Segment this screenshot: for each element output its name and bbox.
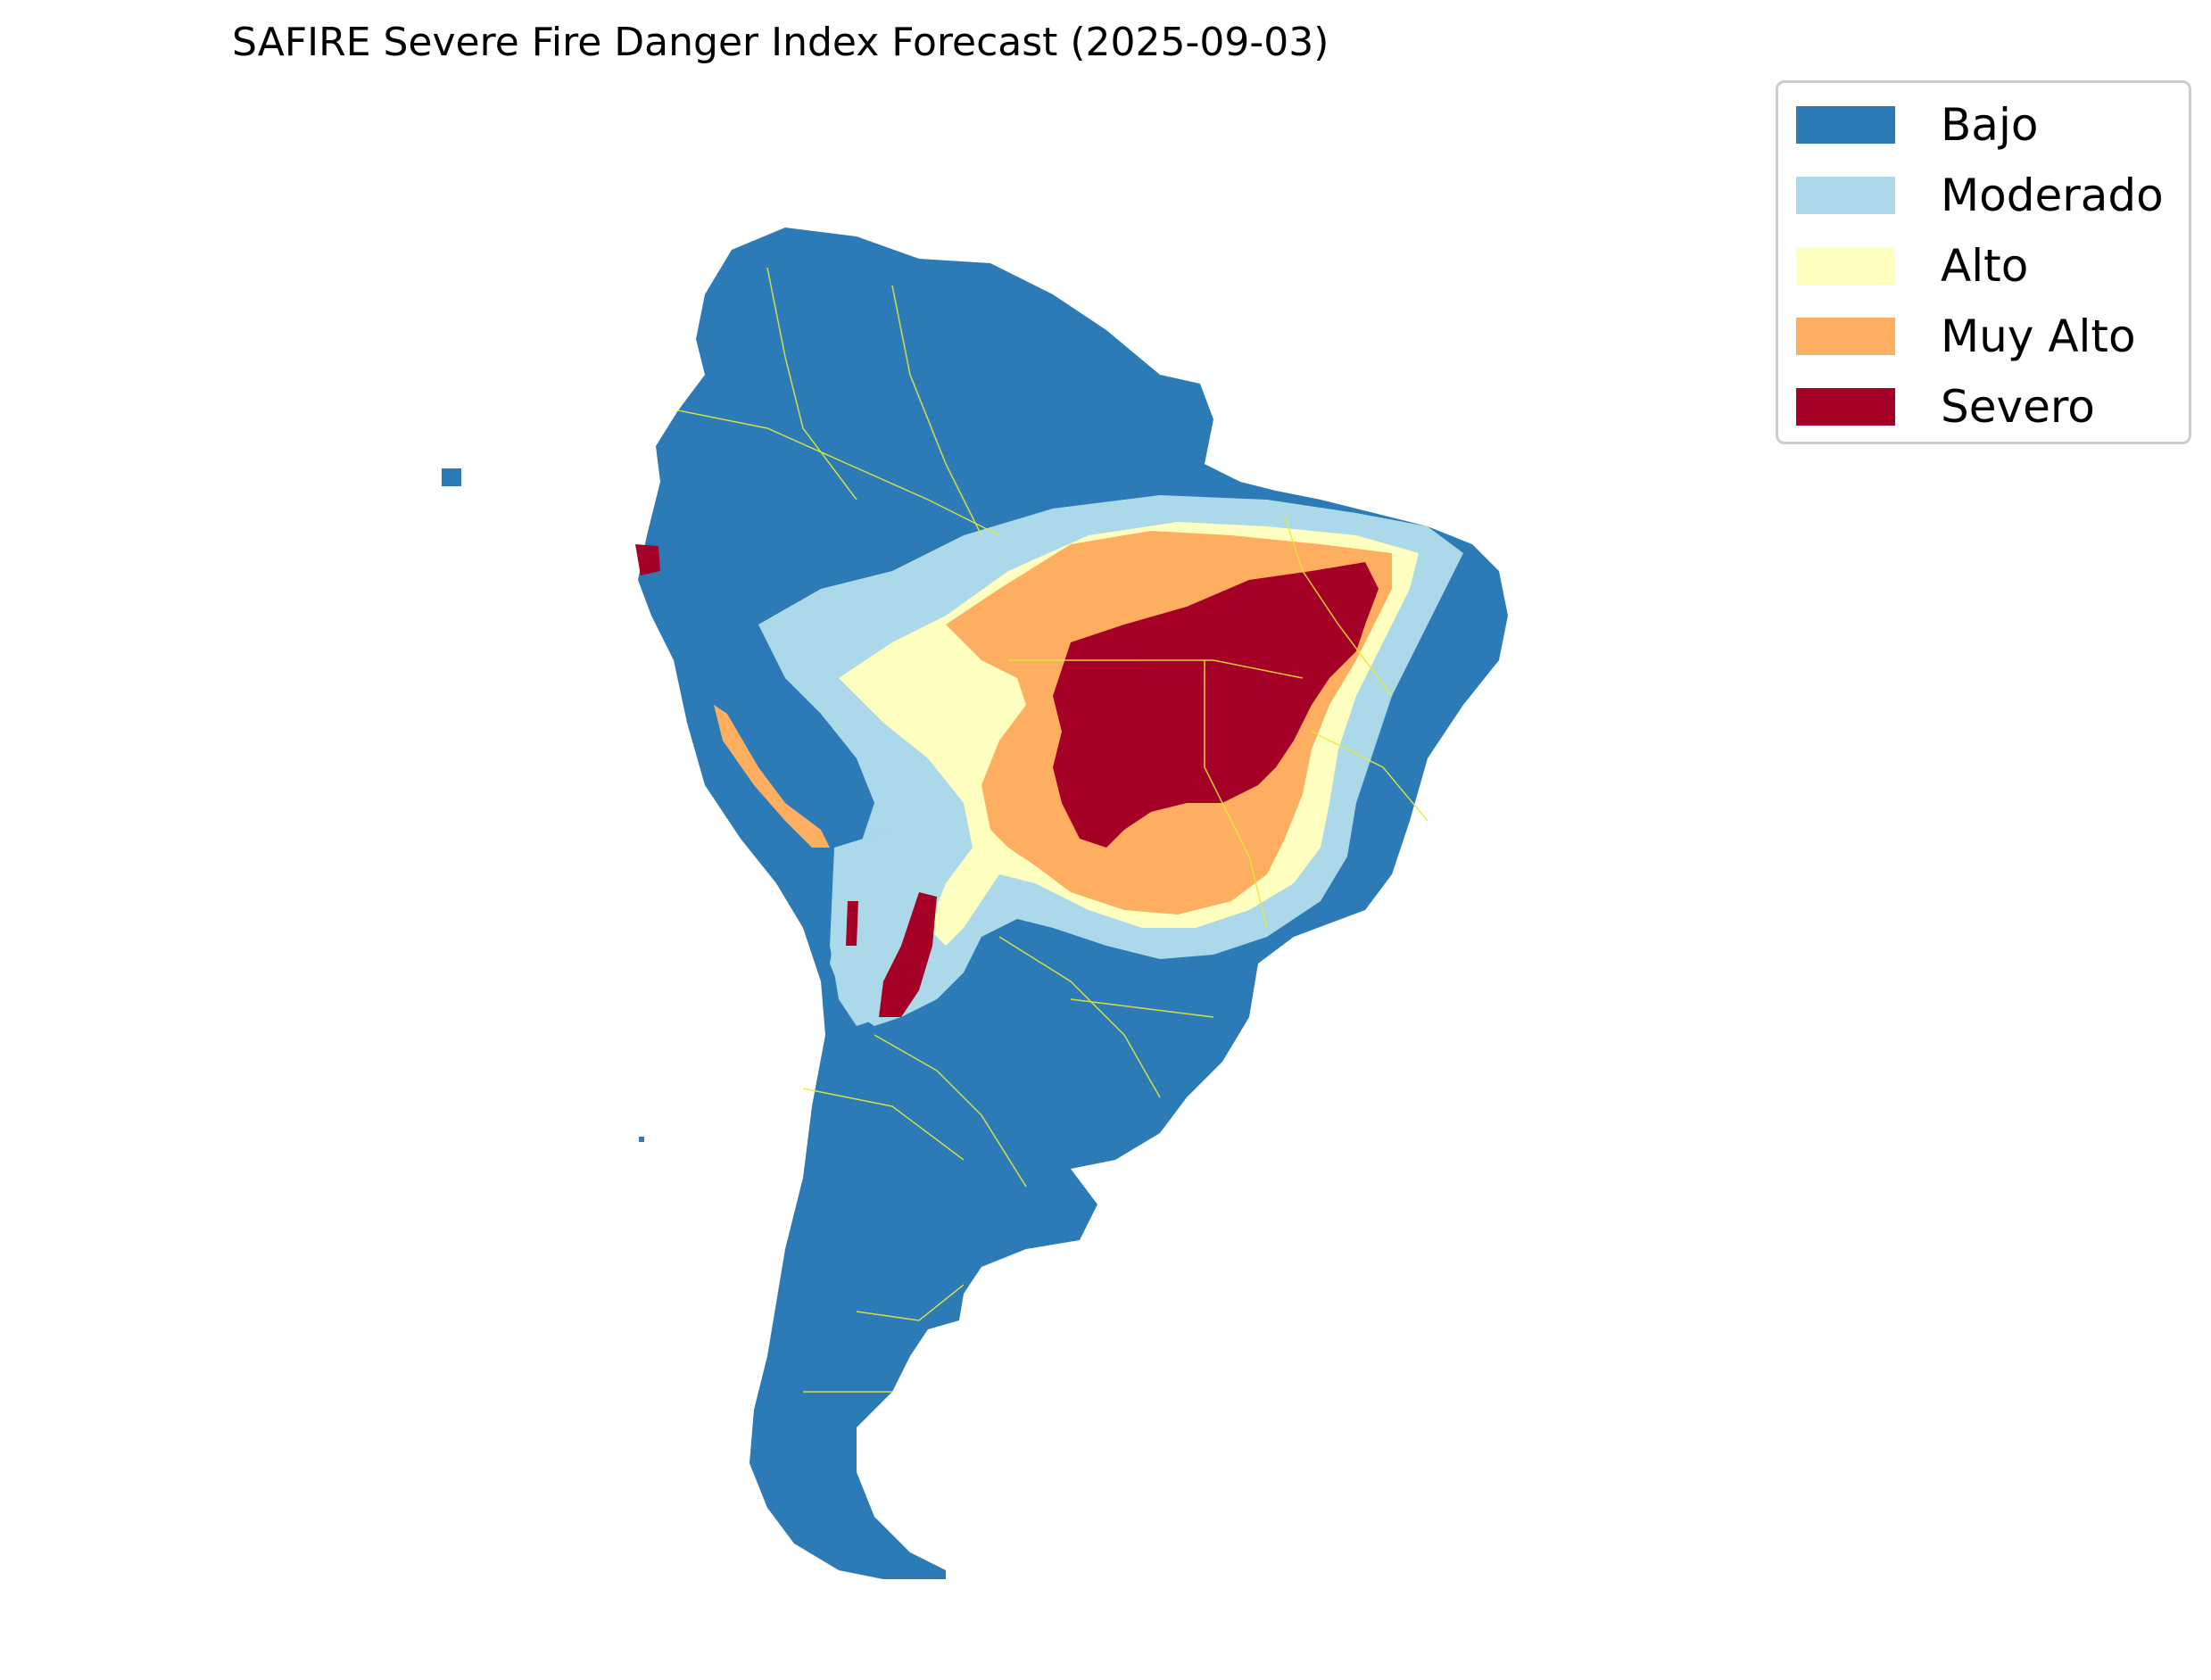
andes-moderado-area: [830, 830, 964, 1026]
legend-item-alto: Alto: [1796, 240, 2028, 292]
galapagos-islands: [442, 468, 461, 486]
legend: Bajo Moderado Alto Muy Alto Severo: [1776, 80, 2191, 444]
legend-label: Moderado: [1941, 170, 2164, 221]
legend-label: Alto: [1941, 240, 2029, 292]
coast-muy-alto-strip: [714, 705, 830, 848]
legend-item-moderado: Moderado: [1796, 170, 2164, 221]
legend-swatch-muy-alto: [1796, 318, 1895, 355]
legend-item-muy-alto: Muy Alto: [1796, 310, 2136, 362]
severo-area: [1053, 562, 1379, 848]
map-title: SAFIRE Severe Fire Danger Index Forecast…: [232, 20, 1329, 65]
legend-item-severo: Severo: [1796, 381, 2095, 433]
legend-item-bajo: Bajo: [1796, 99, 2038, 151]
legend-swatch-bajo: [1796, 106, 1895, 144]
legend-label: Bajo: [1941, 99, 2039, 151]
andes-severo-area-west: [846, 901, 858, 946]
legend-swatch-alto: [1796, 247, 1895, 285]
andes-severo-area: [879, 892, 937, 1017]
legend-swatch-severo: [1796, 388, 1895, 426]
coast-severo-patch: [635, 544, 660, 575]
legend-swatch-moderado: [1796, 177, 1895, 214]
legend-label: Severo: [1941, 381, 2095, 433]
legend-label: Muy Alto: [1941, 310, 2136, 362]
fire-danger-map: [442, 228, 1508, 1579]
juan-fernandez-island: [639, 1137, 644, 1142]
admin-boundaries: [677, 267, 1428, 1393]
